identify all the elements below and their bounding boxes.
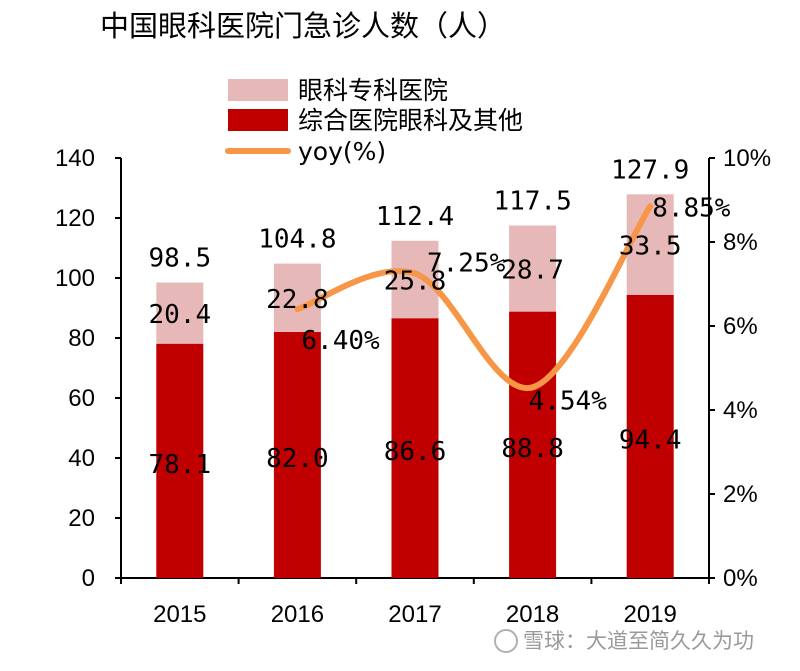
x-tick-label: 2015 xyxy=(153,601,206,628)
label-general-value: 88.8 xyxy=(501,434,564,464)
y-left-tick-label: 40 xyxy=(68,445,95,472)
y-left-tick-label: 20 xyxy=(68,505,95,532)
chart-title: 中国眼科医院门急诊人数（人） xyxy=(100,9,506,43)
watermark-text: 雪球：大道至简久久为功 xyxy=(523,629,754,653)
label-specialty-value: 28.7 xyxy=(501,256,564,286)
yoy-line xyxy=(297,206,650,388)
y-left-tick-label: 120 xyxy=(55,205,95,232)
y-left-tick-label: 0 xyxy=(82,565,95,592)
label-yoy-value: 4.54% xyxy=(529,386,608,416)
label-general-value: 86.6 xyxy=(384,437,447,467)
y-right-tick-label: 10% xyxy=(723,145,771,172)
legend-swatch-general xyxy=(228,109,288,131)
label-specialty-value: 20.4 xyxy=(148,300,211,330)
xueqiu-logo-icon xyxy=(495,630,517,652)
y-left-tick-label: 140 xyxy=(55,145,95,172)
label-total-value: 112.4 xyxy=(376,202,454,232)
label-total-value: 98.5 xyxy=(148,244,211,274)
x-tick-label: 2017 xyxy=(388,601,441,628)
y-left-tick-label: 60 xyxy=(68,385,95,412)
legend-label-yoy: yoy(%) xyxy=(298,137,386,166)
label-specialty-value: 33.5 xyxy=(619,232,682,262)
label-specialty-value: 22.8 xyxy=(266,285,329,315)
legend-label-specialty: 眼科专科医院 xyxy=(298,76,448,105)
y-right-tick-label: 4% xyxy=(723,397,758,424)
label-general-value: 78.1 xyxy=(148,450,211,480)
y-right-tick-label: 0% xyxy=(723,565,758,592)
y-left-tick-label: 80 xyxy=(68,325,95,352)
label-general-value: 94.4 xyxy=(619,425,682,455)
label-total-value: 104.8 xyxy=(258,225,336,255)
label-yoy-value: 8.85% xyxy=(652,193,731,223)
watermark: 雪球：大道至简久久为功 xyxy=(495,629,754,653)
label-yoy-value: 6.40% xyxy=(301,326,380,356)
x-tick-label: 2016 xyxy=(271,601,324,628)
y-right-tick-label: 2% xyxy=(723,481,758,508)
label-total-value: 117.5 xyxy=(493,187,571,217)
legend-swatch-specialty xyxy=(228,79,288,101)
label-yoy-value: 7.25% xyxy=(427,249,506,279)
y-right-tick-label: 8% xyxy=(723,229,758,256)
label-total-value: 127.9 xyxy=(611,155,689,185)
x-tick-label: 2019 xyxy=(624,601,677,628)
y-left-tick-label: 100 xyxy=(55,265,95,292)
legend-label-general: 综合医院眼科及其他 xyxy=(298,106,523,135)
x-tick-label: 2018 xyxy=(506,601,559,628)
label-general-value: 82.0 xyxy=(266,444,329,474)
y-right-tick-label: 6% xyxy=(723,313,758,340)
